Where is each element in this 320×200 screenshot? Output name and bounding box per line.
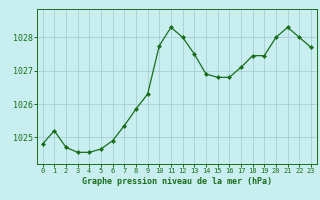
X-axis label: Graphe pression niveau de la mer (hPa): Graphe pression niveau de la mer (hPa) <box>82 177 272 186</box>
